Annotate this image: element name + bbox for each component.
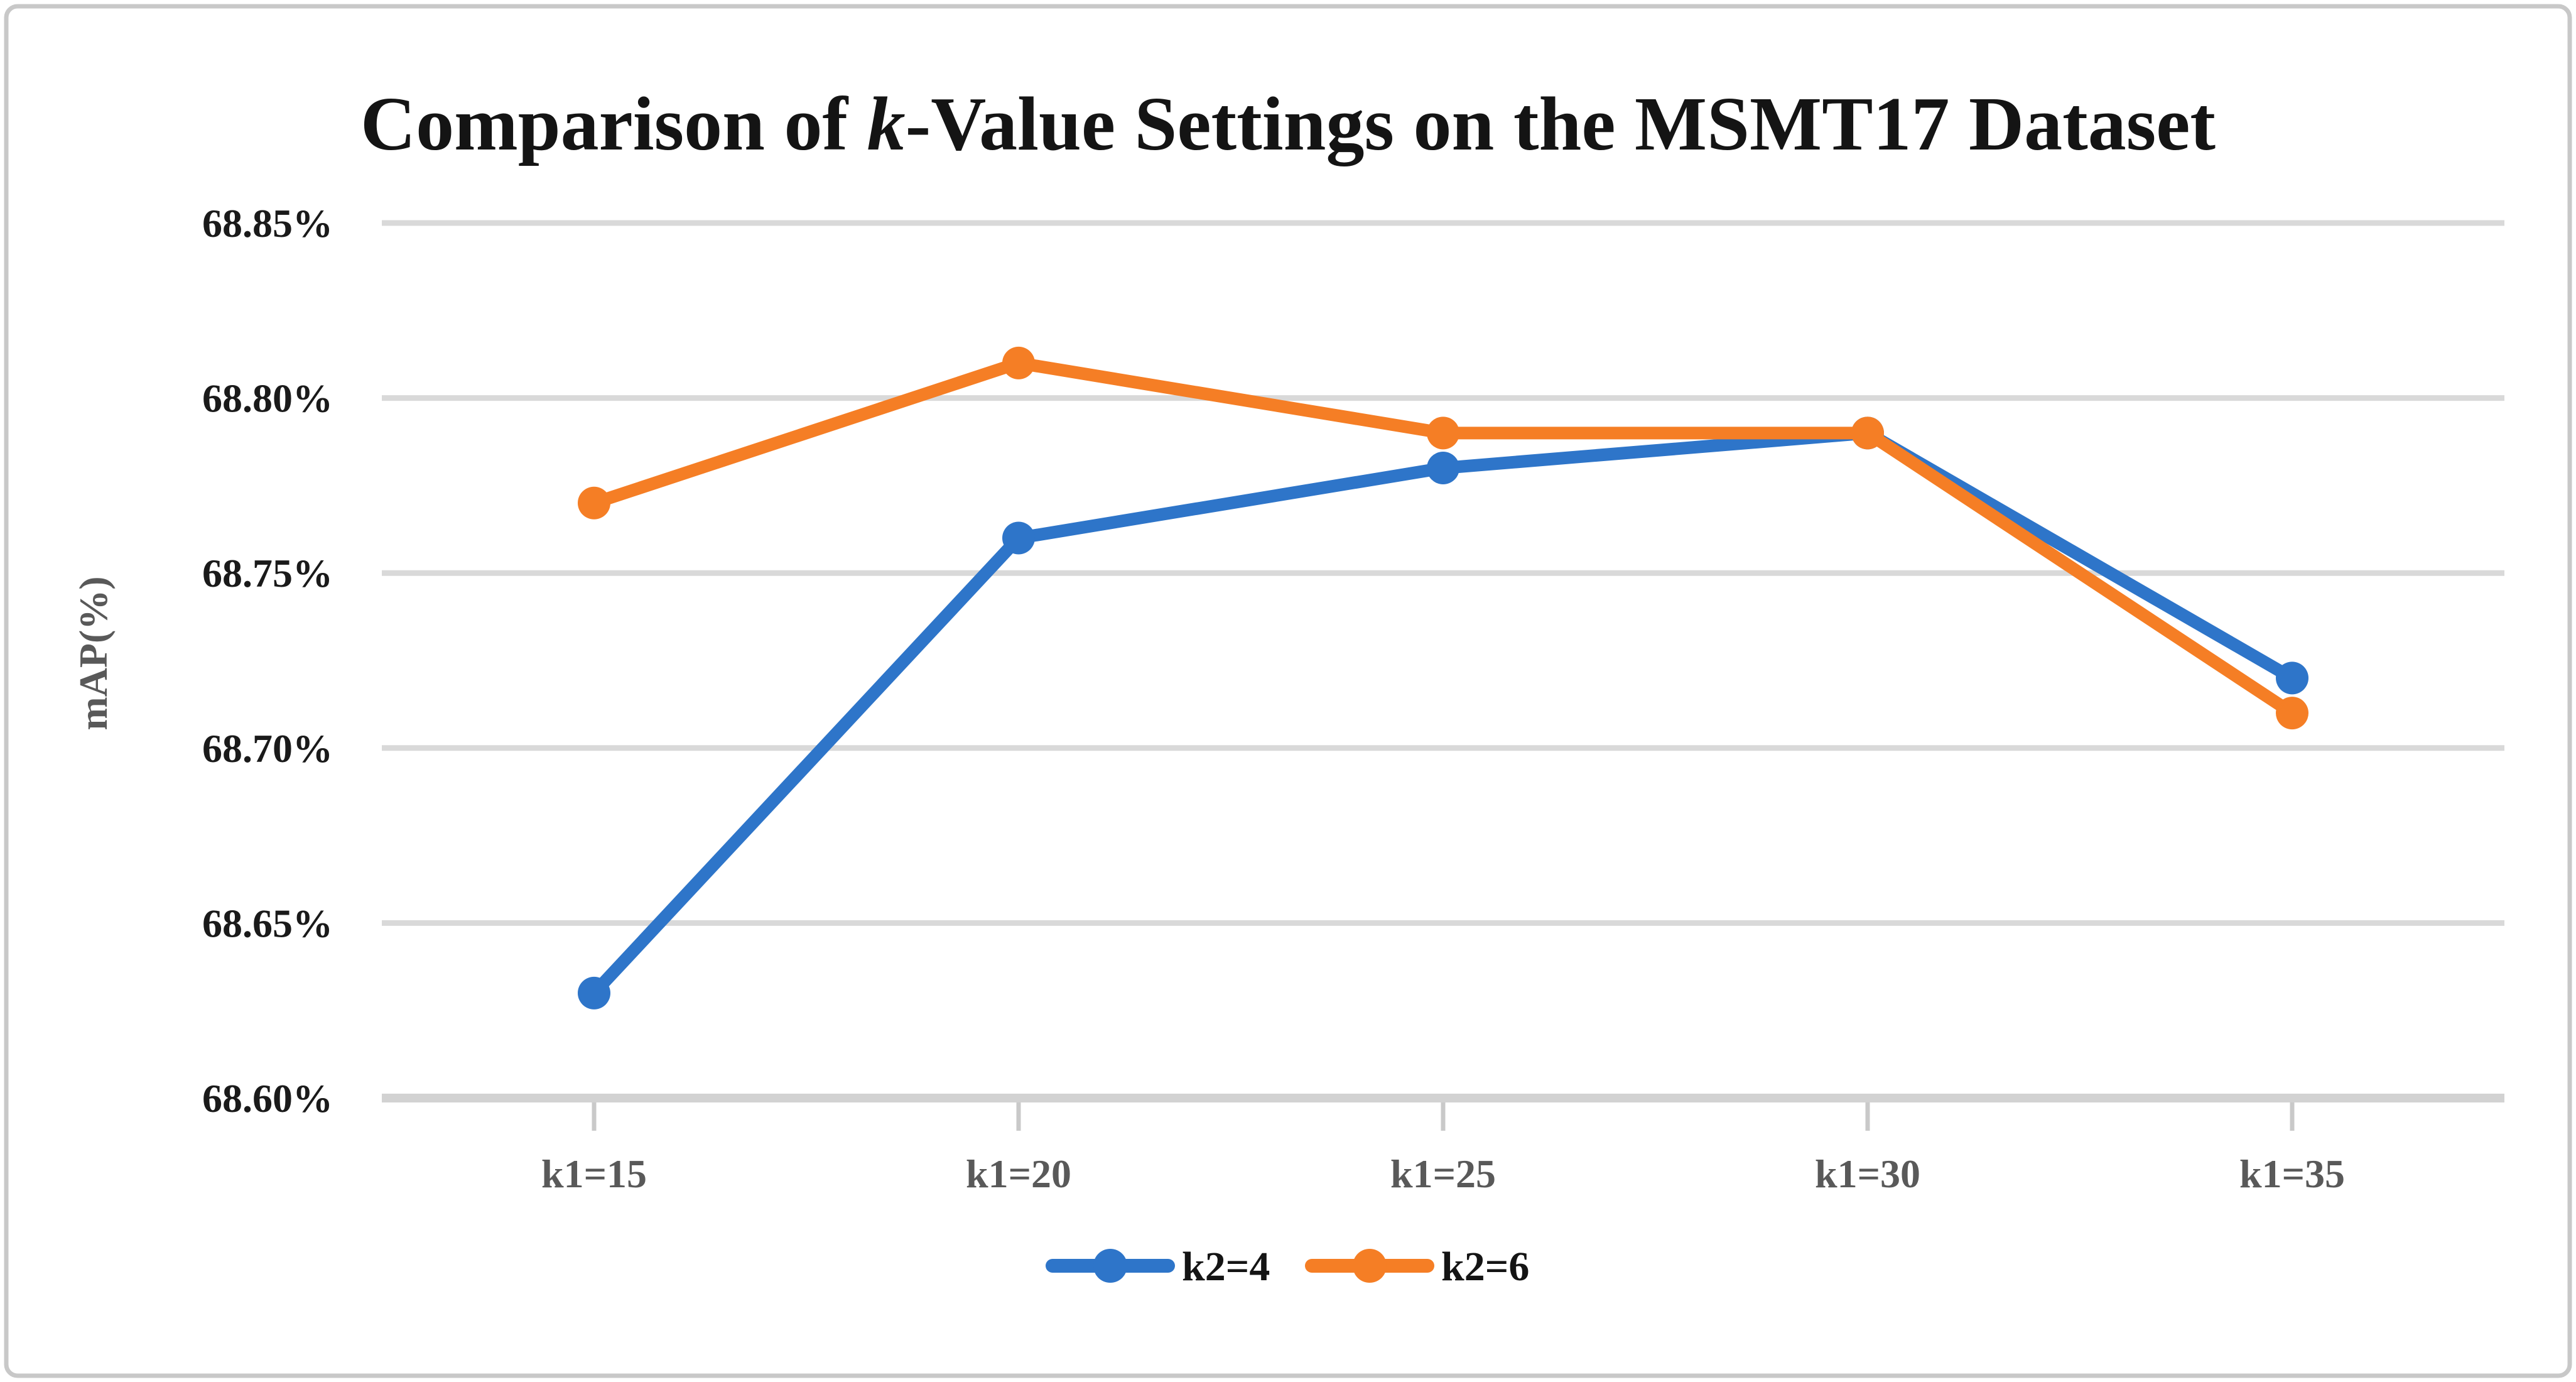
- data-point-k2=6-k1=25: [1427, 416, 1459, 450]
- legend-marker-k2-4: [1093, 1249, 1127, 1283]
- y-axis-tick-label: 68.65%: [202, 901, 333, 945]
- y-axis-tick-label: 68.60%: [202, 1076, 333, 1121]
- data-point-k2=4-k1=25: [1427, 452, 1459, 485]
- series-group: [578, 346, 2308, 1009]
- data-point-k2=4-k1=15: [578, 976, 610, 1009]
- legend-label-k2-4: k2=4: [1182, 1244, 1270, 1290]
- x-axis-label: k1=25: [1390, 1151, 1496, 1196]
- legend-label-k2-6: k2=6: [1441, 1244, 1529, 1290]
- y-axis-tick-label: 68.80%: [202, 376, 333, 421]
- data-point-k2=4-k1=35: [2276, 661, 2308, 695]
- legend: k2=4 k2=6: [1046, 1244, 1529, 1290]
- data-point-k2=4-k1=20: [1002, 521, 1035, 555]
- x-axis-label: k1=30: [1815, 1151, 1920, 1196]
- x-axis-label: k1=15: [541, 1151, 647, 1196]
- data-point-k2=6-k1=15: [578, 486, 610, 520]
- data-point-k2=6-k1=30: [1851, 416, 1884, 450]
- y-axis-tick-label: 68.70%: [202, 726, 333, 771]
- x-axis-group: k1=15 k1=20 k1=25 k1=30 k1=35: [541, 1102, 2345, 1196]
- legend-item-k2-4: k2=4: [1046, 1244, 1270, 1290]
- legend-item-k2-6: k2=6: [1305, 1244, 1529, 1290]
- chart-title: Comparison of k-Value Settings on the MS…: [360, 82, 2216, 166]
- legend-marker-k2-6: [1353, 1249, 1387, 1283]
- gridlines-group: 68.85% 68.80% 68.75% 68.70% 68.65% 68.60%: [202, 201, 2504, 1121]
- data-point-k2=6-k1=35: [2276, 697, 2308, 730]
- data-point-k2=6-k1=20: [1002, 346, 1035, 379]
- y-axis-title: mAP(%): [71, 576, 116, 730]
- x-axis-label: k1=20: [966, 1151, 1071, 1196]
- x-axis-label: k1=35: [2239, 1151, 2345, 1196]
- y-axis-tick-label: 68.85%: [202, 201, 333, 246]
- chart-border: [4, 4, 2572, 1378]
- y-axis-tick-label: 68.75%: [202, 551, 333, 596]
